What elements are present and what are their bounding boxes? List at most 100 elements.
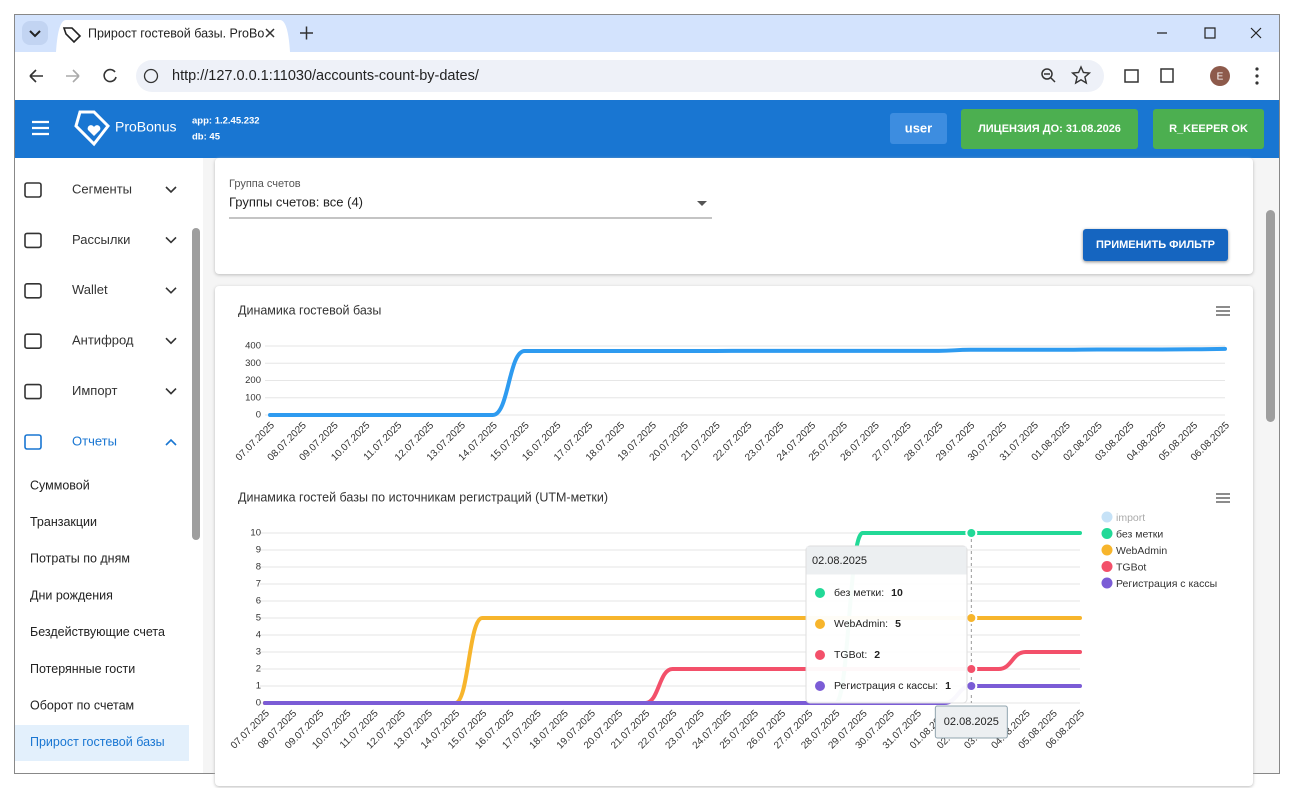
- apply-button[interactable]: [1083, 229, 1228, 261]
- series-line: [268, 346, 1227, 417]
- point-marker: [965, 680, 978, 692]
- license-label: ЛИЦЕНЗИЯ ДО: 31.08.2026: [978, 123, 1121, 135]
- tooltip-value: 10: [891, 587, 903, 599]
- legend-marker[interactable]: [1101, 544, 1113, 556]
- nav-subitem[interactable]: Бездействующие счета: [30, 625, 165, 639]
- chart-title: Динамика гостевой базы: [238, 303, 381, 317]
- nav-subitem[interactable]: Дни рождения: [30, 588, 113, 602]
- nav-chevron: [165, 388, 177, 395]
- nav-subitem[interactable]: Суммовой: [30, 478, 90, 492]
- tooltip-value: 5: [895, 618, 901, 630]
- nav-subitem[interactable]: Оборот по счетам: [30, 698, 134, 712]
- selected-item: [15, 725, 189, 761]
- legend-label[interactable]: TGBot: [1116, 561, 1146, 573]
- legend-label[interactable]: WebAdmin: [1116, 545, 1167, 557]
- app-version: app: 1.2.45.232: [192, 116, 260, 127]
- x-crosshair-label: 02.08.2025: [944, 716, 999, 728]
- filter-value[interactable]: Группы счетов: все (4): [229, 194, 363, 209]
- nav-subitem[interactable]: Транзакции: [30, 515, 97, 529]
- tooltip-marker: [815, 681, 825, 691]
- y-tick-label: 1: [256, 681, 261, 692]
- sidebar-scrollbar[interactable]: [192, 228, 200, 540]
- nav-chevron: [165, 438, 177, 446]
- y-tick-label: 100: [245, 392, 261, 403]
- tooltip-header: [806, 546, 967, 575]
- y-tick-label: 10: [250, 528, 261, 539]
- chart-card: [215, 286, 1253, 786]
- forward[interactable]: [66, 69, 80, 83]
- url: http://127.0.0.1:11030/accounts-count-by…: [172, 68, 480, 84]
- legend-label[interactable]: import: [1116, 512, 1145, 524]
- nav-chevron: [165, 337, 177, 345]
- legend-marker[interactable]: [1101, 577, 1113, 589]
- y-tick-label: 200: [245, 375, 261, 386]
- legend-marker[interactable]: [1101, 561, 1113, 572]
- y-tick-label: 6: [256, 596, 261, 607]
- address-bar[interactable]: [136, 60, 1104, 92]
- nav-item[interactable]: Wallet: [72, 282, 108, 297]
- tooltip-label: Регистрация с кассы:: [834, 680, 938, 692]
- apply-label: ПРИМЕНИТЬ ФИЛЬТР: [1096, 239, 1215, 251]
- nav-subitem[interactable]: Потерянные гости: [30, 662, 135, 676]
- nav-icon: [24, 383, 42, 400]
- y-tick-label: 0: [256, 410, 261, 421]
- window-controls[interactable]: [1157, 27, 1262, 39]
- nav-chevron: [165, 186, 177, 194]
- x-crosshair-label-box: [934, 705, 1008, 739]
- menu-button[interactable]: [32, 120, 49, 136]
- legend-marker[interactable]: [1101, 511, 1113, 523]
- chart-title: Динамика гостей базы по источникам регис…: [238, 490, 608, 504]
- y-tick-label: 400: [245, 341, 261, 352]
- y-tick-label: 8: [256, 562, 261, 573]
- y-tick-label: 300: [245, 358, 261, 369]
- tab-close[interactable]: [265, 28, 275, 38]
- legend-label[interactable]: без метки: [1116, 528, 1163, 540]
- nav-item[interactable]: Импорт: [72, 383, 117, 398]
- filter-label: Группа счетов: [229, 178, 301, 190]
- tooltip-value: 1: [945, 680, 951, 692]
- nav-icon: [24, 333, 42, 350]
- logo-text: ProBonus: [115, 119, 176, 135]
- user-label: user: [905, 120, 932, 135]
- reload[interactable]: [103, 68, 117, 83]
- nav-icon: [24, 232, 42, 249]
- tab[interactable]: [56, 20, 290, 52]
- nav-icon: [24, 434, 42, 450]
- legend-label[interactable]: Регистрация с кассы: [1116, 578, 1217, 590]
- point-marker: [965, 612, 978, 624]
- nav-item[interactable]: Рассылки: [72, 232, 130, 247]
- license-button[interactable]: [961, 109, 1138, 149]
- nav-item[interactable]: Антифрод: [72, 333, 134, 348]
- main-scrollbar[interactable]: [1266, 210, 1275, 422]
- profile[interactable]: [1210, 66, 1230, 86]
- point-marker: [965, 527, 978, 539]
- tab-menu[interactable]: [22, 21, 48, 45]
- nav-subitem[interactable]: Потраты по дням: [30, 552, 130, 566]
- y-tick-label: 7: [256, 579, 261, 590]
- sidebar: [15, 158, 203, 773]
- chart-menu[interactable]: [1216, 306, 1230, 503]
- back[interactable]: [29, 69, 43, 83]
- nav-icon: [24, 282, 42, 299]
- tooltip-label: без метки:: [834, 587, 884, 599]
- tooltip-marker: [815, 588, 825, 598]
- tooltip-title: 02.08.2025: [812, 555, 867, 567]
- tooltip-marker: [815, 650, 825, 660]
- tooltip-marker: [815, 619, 825, 629]
- user-button[interactable]: [890, 113, 947, 144]
- new-tab[interactable]: [300, 26, 313, 40]
- legend-marker[interactable]: [1101, 528, 1113, 539]
- y-tick-label: 2: [256, 664, 261, 675]
- y-tick-label: 0: [256, 698, 261, 709]
- nav-item[interactable]: Сегменты: [72, 181, 132, 196]
- nav-subitem[interactable]: Прирост гостевой базы: [30, 735, 165, 749]
- nav-chevron: [165, 287, 177, 294]
- profile-letter: E: [1217, 72, 1224, 83]
- nav-item[interactable]: Отчеты: [72, 433, 117, 448]
- rkeeper-button[interactable]: [1153, 109, 1264, 149]
- tooltip-label: WebAdmin:: [834, 618, 888, 630]
- nav-icon: [24, 182, 42, 198]
- bookmark[interactable]: [1070, 65, 1092, 85]
